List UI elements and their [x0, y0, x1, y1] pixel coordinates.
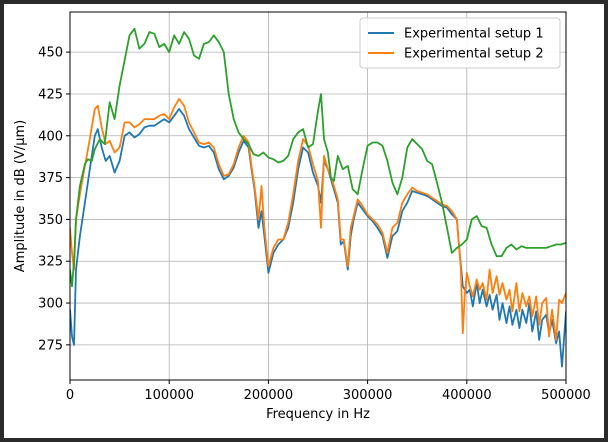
- y-tick-label: 450: [38, 46, 63, 61]
- legend-label-setup-1: Experimental setup 1: [404, 27, 544, 42]
- x-tick-label: 500000: [541, 388, 591, 403]
- legend-label-setup-2: Experimental setup 2: [404, 47, 544, 62]
- plot-area-border: [69, 11, 567, 381]
- x-tick-label: 0: [66, 388, 74, 403]
- x-axis-label: Frequency in Hz: [266, 407, 370, 422]
- y-axis-label: Amplitude in dB (V/μm): [13, 120, 28, 272]
- axis-ticks: 0 100000 200000 300000 400000 500000 275 300 325…: [38, 46, 591, 403]
- series-line-setup-1: [70, 108, 566, 368]
- y-tick-label: 400: [38, 129, 63, 144]
- legend-box: [359, 17, 561, 69]
- series-line-3: [70, 27, 566, 288]
- y-tick-label: 275: [38, 338, 63, 353]
- series-line-setup-2: [70, 98, 566, 341]
- x-tick-label: 400000: [442, 388, 492, 403]
- y-tick-label: 325: [38, 255, 63, 270]
- y-tick-label: 350: [38, 213, 63, 228]
- x-tick-label: 100000: [144, 388, 194, 403]
- chart-frame: 0 100000 200000 300000 400000 500000 275 300 325…: [4, 4, 604, 438]
- line-chart: 0 100000 200000 300000 400000 500000 275 300 325…: [13, 11, 591, 422]
- y-tick-label: 375: [38, 171, 63, 186]
- y-tick-label: 300: [38, 297, 63, 312]
- x-tick-label: 200000: [244, 388, 294, 403]
- legend: Experimental setup 1 Experimental setup …: [359, 17, 561, 69]
- y-tick-label: 425: [38, 87, 63, 102]
- series-lines: [70, 27, 566, 368]
- x-tick-label: 300000: [343, 388, 393, 403]
